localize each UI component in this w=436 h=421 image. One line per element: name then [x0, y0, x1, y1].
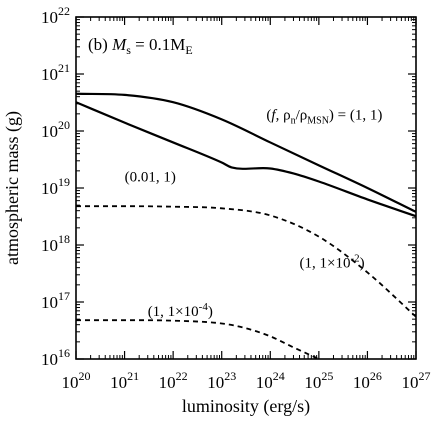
y-tick-label: 1022	[41, 4, 70, 27]
y-tick-label: 1019	[41, 175, 70, 198]
x-tick-label: 1020	[62, 369, 91, 392]
y-tick-label: 1017	[41, 289, 70, 312]
series-line-0	[76, 92, 416, 213]
series-label-fiducial: (f, ρn/ρMSN) = (1, 1)	[266, 107, 382, 126]
x-tick-label: 1021	[110, 369, 139, 392]
x-tick-label: 1025	[304, 369, 333, 392]
x-tick-label: 1026	[353, 369, 382, 392]
x-tick-label: 1022	[159, 369, 188, 392]
y-tick-label: 1018	[41, 232, 70, 255]
y-axis-label: atmospheric mass (g)	[2, 111, 23, 265]
series-line-3	[76, 319, 320, 359]
x-tick-label: 1024	[256, 369, 285, 392]
x-axis-label: luminosity (erg/s)	[182, 396, 310, 417]
y-tick-label: 1020	[41, 118, 70, 141]
plot-area	[76, 92, 416, 359]
series-line-2	[76, 205, 416, 318]
panel-label: (b) Ms = 0.1ME	[88, 35, 193, 57]
tick-labels: 1020 1021 1022 1023 1024 1025 1026 1027 1016 1017…	[41, 4, 431, 392]
y-tick-label: 1021	[41, 61, 70, 84]
series-label-low-density-4: (1, 1×10-4)	[148, 301, 213, 320]
series-label-low-f: (0.01, 1)	[125, 170, 176, 186]
series-layer	[76, 92, 416, 359]
x-tick-label: 1023	[207, 369, 236, 392]
series-label-low-density-2: (1, 1×10-2)	[300, 253, 365, 272]
x-tick-label: 1027	[402, 369, 431, 392]
ticks-layer	[75, 16, 417, 360]
y-tick-label: 1016	[41, 346, 70, 369]
series-line-1	[76, 101, 416, 218]
